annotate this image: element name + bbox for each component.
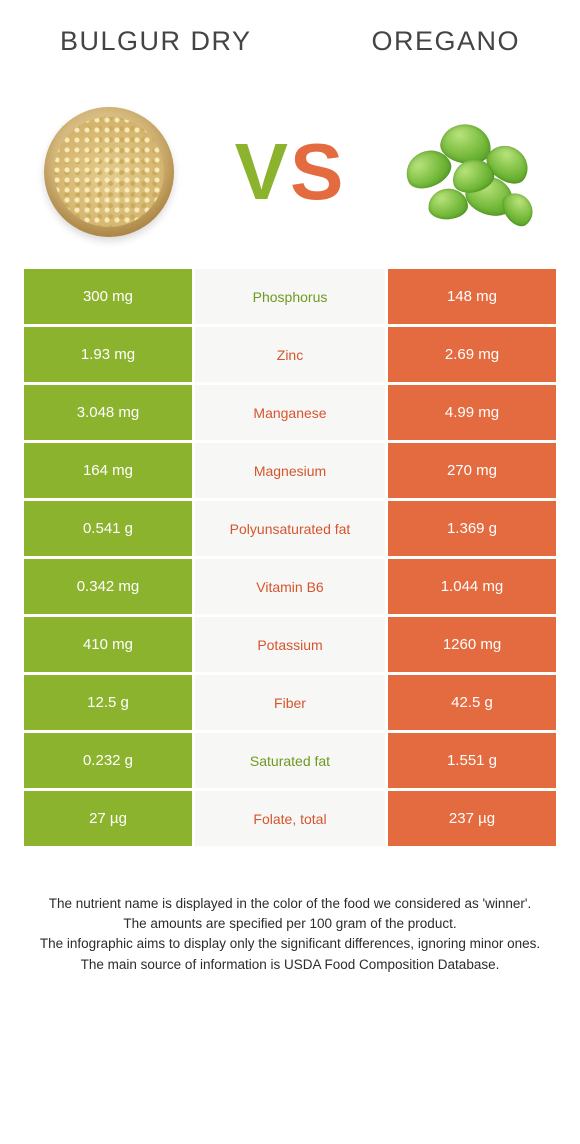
header: BULGUR DRY OREGANO xyxy=(0,0,580,67)
table-row: 164 mgMagnesium270 mg xyxy=(24,443,556,498)
right-value-cell: 1.044 mg xyxy=(388,559,556,614)
left-value-cell: 300 mg xyxy=(24,269,192,324)
bulgur-image xyxy=(34,97,184,247)
footnote-line: The infographic aims to display only the… xyxy=(38,935,542,953)
left-value-cell: 164 mg xyxy=(24,443,192,498)
right-value-cell: 1.369 g xyxy=(388,501,556,556)
left-value-cell: 410 mg xyxy=(24,617,192,672)
right-value-cell: 148 mg xyxy=(388,269,556,324)
nutrient-name-cell: Magnesium xyxy=(195,443,385,498)
footnote-line: The amounts are specified per 100 gram o… xyxy=(38,915,542,933)
left-value-cell: 1.93 mg xyxy=(24,327,192,382)
table-row: 0.232 gSaturated fat1.551 g xyxy=(24,733,556,788)
table-row: 0.342 mgVitamin B61.044 mg xyxy=(24,559,556,614)
oregano-image xyxy=(396,97,546,247)
nutrient-name-cell: Potassium xyxy=(195,617,385,672)
nutrient-name-cell: Vitamin B6 xyxy=(195,559,385,614)
footnote-line: The nutrient name is displayed in the co… xyxy=(38,895,542,913)
table-row: 0.541 gPolyunsaturated fat1.369 g xyxy=(24,501,556,556)
hero-row: VS xyxy=(0,67,580,269)
left-value-cell: 12.5 g xyxy=(24,675,192,730)
vs-letter-s: S xyxy=(290,127,345,216)
right-value-cell: 1260 mg xyxy=(388,617,556,672)
right-value-cell: 4.99 mg xyxy=(388,385,556,440)
table-row: 300 mgPhosphorus148 mg xyxy=(24,269,556,324)
left-value-cell: 3.048 mg xyxy=(24,385,192,440)
bulgur-bowl-icon xyxy=(44,107,174,237)
left-value-cell: 0.541 g xyxy=(24,501,192,556)
left-value-cell: 27 µg xyxy=(24,791,192,846)
nutrient-name-cell: Polyunsaturated fat xyxy=(195,501,385,556)
footnote-line: The main source of information is USDA F… xyxy=(38,956,542,974)
nutrient-name-cell: Manganese xyxy=(195,385,385,440)
nutrient-name-cell: Folate, total xyxy=(195,791,385,846)
table-row: 27 µgFolate, total237 µg xyxy=(24,791,556,846)
nutrient-name-cell: Phosphorus xyxy=(195,269,385,324)
table-row: 410 mgPotassium1260 mg xyxy=(24,617,556,672)
table-row: 1.93 mgZinc2.69 mg xyxy=(24,327,556,382)
nutrient-name-cell: Fiber xyxy=(195,675,385,730)
table-row: 3.048 mgManganese4.99 mg xyxy=(24,385,556,440)
table-row: 12.5 gFiber42.5 g xyxy=(24,675,556,730)
nutrient-name-cell: Saturated fat xyxy=(195,733,385,788)
right-value-cell: 237 µg xyxy=(388,791,556,846)
left-food-title: BULGUR DRY xyxy=(60,26,252,57)
vs-letter-v: V xyxy=(235,127,290,216)
left-value-cell: 0.232 g xyxy=(24,733,192,788)
vs-label: VS xyxy=(235,126,346,218)
right-value-cell: 270 mg xyxy=(388,443,556,498)
footnotes: The nutrient name is displayed in the co… xyxy=(0,849,580,974)
nutrient-name-cell: Zinc xyxy=(195,327,385,382)
nutrient-table: 300 mgPhosphorus148 mg1.93 mgZinc2.69 mg… xyxy=(0,269,580,846)
right-food-title: OREGANO xyxy=(371,26,520,57)
right-value-cell: 2.69 mg xyxy=(388,327,556,382)
oregano-leaves-icon xyxy=(396,97,546,247)
right-value-cell: 42.5 g xyxy=(388,675,556,730)
right-value-cell: 1.551 g xyxy=(388,733,556,788)
left-value-cell: 0.342 mg xyxy=(24,559,192,614)
